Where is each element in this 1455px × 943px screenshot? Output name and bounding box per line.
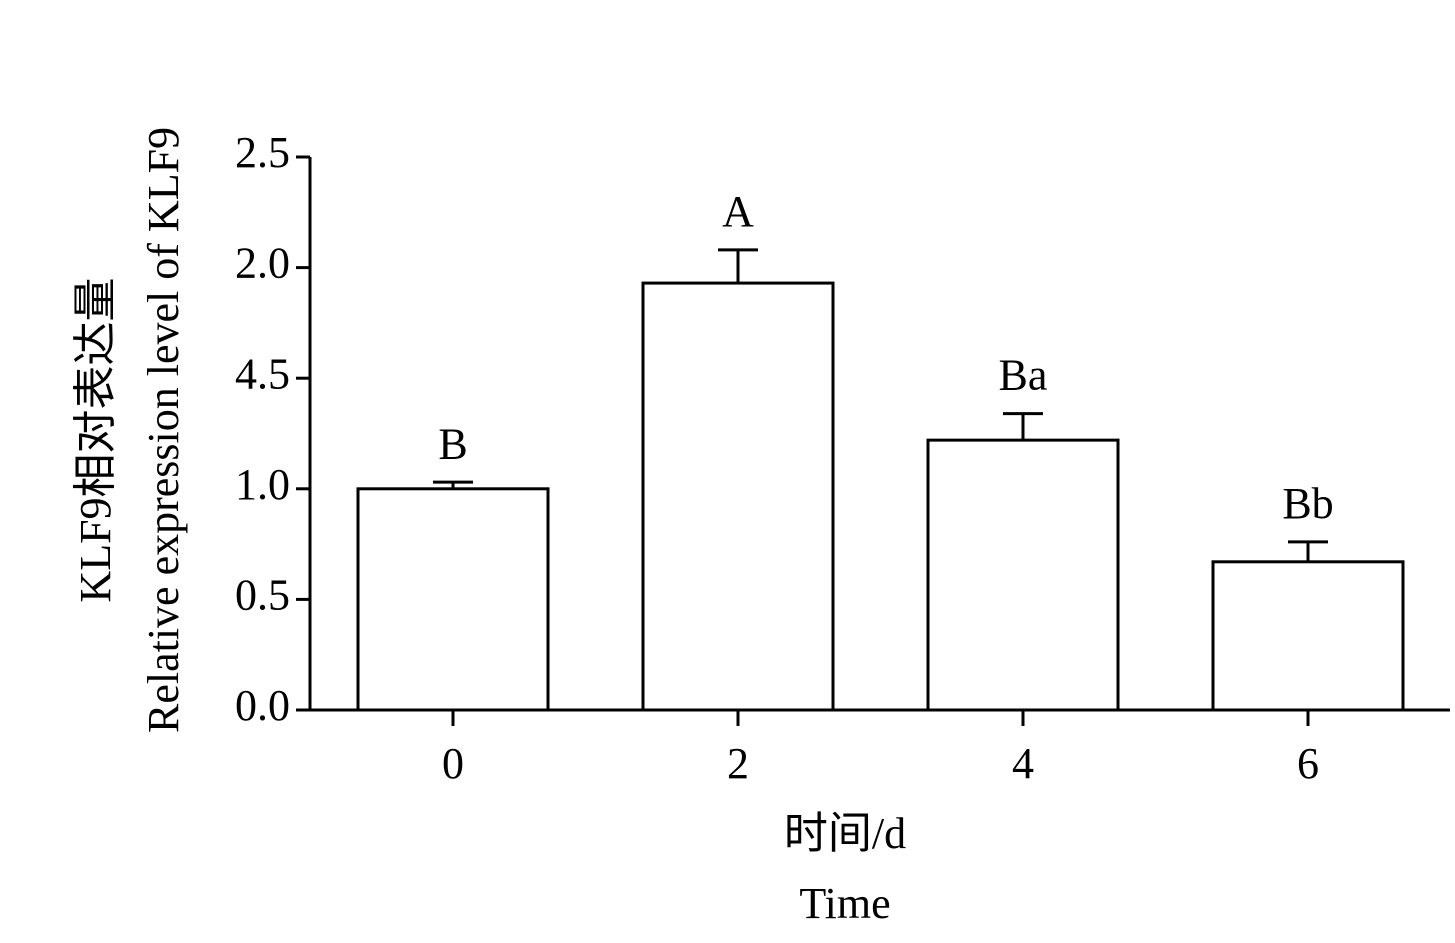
y-tick-label: 2.0	[235, 239, 290, 288]
annotation: A	[722, 187, 754, 236]
y-tick-label: 0.5	[235, 570, 290, 619]
x-tick-label: 2	[727, 739, 749, 788]
y-tick-label: 2.5	[235, 128, 290, 177]
annotation: B	[438, 419, 467, 468]
bar	[641, 281, 835, 712]
x-tick-label: 4	[1012, 739, 1034, 788]
error-bar	[1288, 540, 1328, 562]
x-tick-label: 0	[442, 739, 464, 788]
x-axis-label: 时间/d	[784, 809, 906, 858]
x-tick-label: 6	[1297, 739, 1319, 788]
annotation: Bb	[1282, 479, 1333, 528]
y-tick-label: 4.5	[235, 349, 290, 398]
annotation: Ba	[999, 351, 1048, 400]
bar	[1211, 560, 1405, 712]
bar	[926, 438, 1120, 712]
y-axis-label: KLF9相对表达量	[71, 277, 120, 602]
bar	[356, 487, 550, 712]
error-bar	[433, 480, 473, 489]
error-bar	[1003, 412, 1043, 441]
y-tick-label: 0.0	[235, 681, 290, 730]
y-axis-label: Relative expression level of KLF9	[139, 127, 188, 733]
x-axis-label: Time	[799, 879, 890, 928]
y-tick-label: 1.0	[235, 460, 290, 509]
error-bar	[718, 248, 758, 284]
